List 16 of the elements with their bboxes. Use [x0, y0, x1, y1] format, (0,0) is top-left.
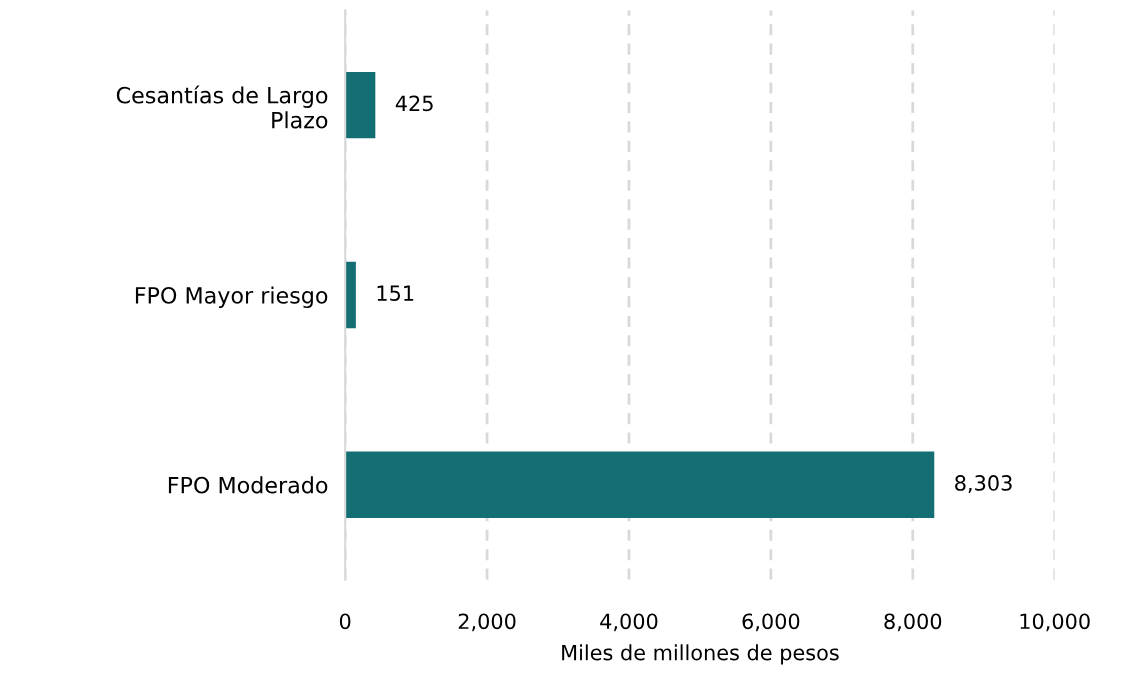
x-tick-label: 6,000: [742, 613, 800, 632]
x-tick-label: 10,000: [1020, 613, 1090, 632]
x-tick-label: 2,000: [458, 613, 516, 632]
bar: [345, 71, 376, 139]
data-label: 8,303: [955, 475, 1012, 493]
y-tick-label: FPO Mayor riesgo: [135, 286, 328, 309]
data-label: 151: [377, 285, 414, 302]
x-axis-title: Miles de millones de pesos: [562, 644, 839, 665]
x-tick-label: 4,000: [600, 613, 658, 632]
y-tick-label: Cesantías de Largo Plazo: [116, 85, 328, 129]
bar: [345, 261, 356, 329]
x-tick-label: 8,000: [884, 613, 942, 632]
bar: [345, 451, 935, 519]
data-label: 425: [395, 95, 433, 112]
y-tick-label: FPO Moderado: [168, 476, 328, 494]
x-tick-label: 0: [339, 613, 351, 630]
